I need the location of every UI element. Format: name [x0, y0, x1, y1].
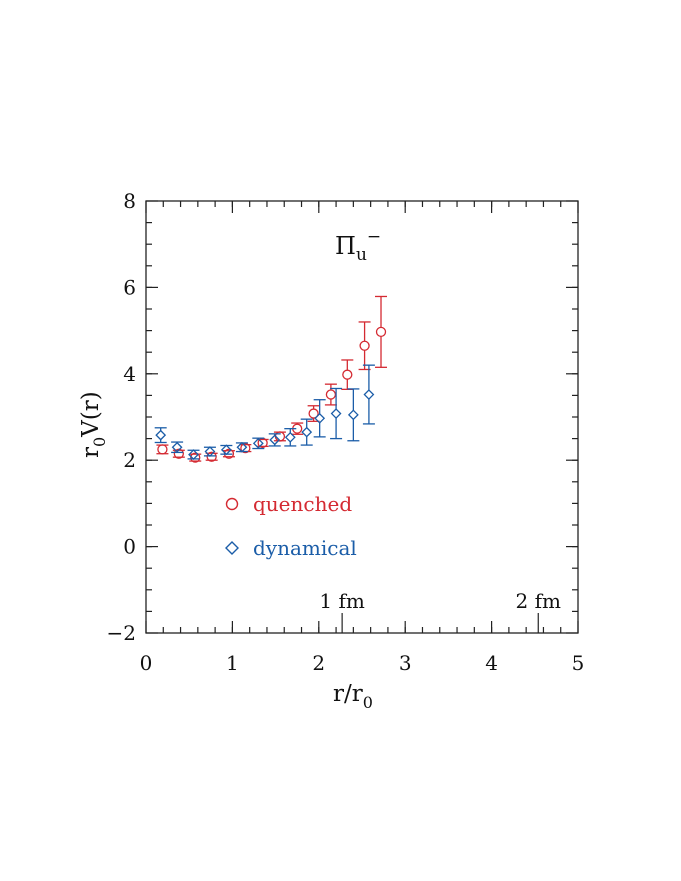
scale-annotations: 1 fm 2 fm: [319, 589, 561, 633]
data-point: [240, 442, 251, 454]
data-point: [190, 452, 201, 463]
data-point: [171, 441, 183, 453]
panel-label: Πu−: [335, 227, 381, 265]
legend-marker-quenched: [225, 497, 239, 511]
panel-label-sub: u: [356, 245, 367, 265]
y-axis-label-sub: 0: [90, 437, 109, 447]
data-point: [206, 451, 217, 462]
data-point: [375, 326, 387, 338]
data-point: [325, 389, 337, 400]
data-point: [314, 412, 326, 424]
x-axis-label: r/r0: [333, 681, 373, 712]
x-tick-label: 1: [226, 651, 239, 675]
data-point: [347, 409, 359, 421]
data-point: [330, 408, 342, 419]
y-tick-label: 8: [123, 189, 136, 213]
data-point: [188, 449, 199, 461]
x-tick-label: 3: [399, 651, 412, 675]
legend-label-dynamical: dynamical: [253, 536, 357, 560]
data-point: [204, 446, 216, 457]
y-tick-label: 0: [123, 535, 136, 559]
x-tick-label: 2: [312, 651, 325, 675]
data-point: [155, 429, 167, 441]
plot-frame: [145, 200, 579, 634]
data-point: [342, 369, 353, 380]
series-dynamical: [154, 364, 375, 461]
x-tick-label: 5: [572, 651, 585, 675]
x-tick-label: 0: [140, 651, 153, 675]
data-point: [284, 431, 296, 443]
y-axis-label: r0V(r): [78, 391, 109, 458]
x-tick-label: 4: [485, 651, 498, 675]
legend: quenched dynamical: [225, 492, 357, 560]
data-point: [301, 426, 313, 438]
y-tick-label: 6: [123, 275, 136, 299]
data-point: [252, 437, 264, 449]
fm-label: 1 fm: [319, 589, 364, 613]
x-axis-label-sub: 0: [363, 693, 373, 712]
data-point: [236, 441, 248, 453]
fm-label: 2 fm: [516, 589, 561, 613]
data-point: [363, 389, 375, 400]
series-quenched: [156, 295, 388, 463]
legend-marker-dynamical: [225, 541, 239, 555]
panel-label-sup: −: [367, 227, 381, 247]
data-point: [220, 444, 232, 456]
legend-label-quenched: quenched: [253, 492, 352, 516]
data-point: [308, 408, 319, 419]
y-tick-label: −2: [107, 621, 136, 645]
data-point: [269, 434, 281, 446]
y-tick-label: 2: [123, 448, 136, 472]
data-series: [154, 295, 388, 463]
axis-ticks: [145, 200, 579, 634]
data-point: [157, 444, 168, 455]
y-tick-label: 4: [123, 362, 136, 386]
data-point: [359, 340, 370, 351]
